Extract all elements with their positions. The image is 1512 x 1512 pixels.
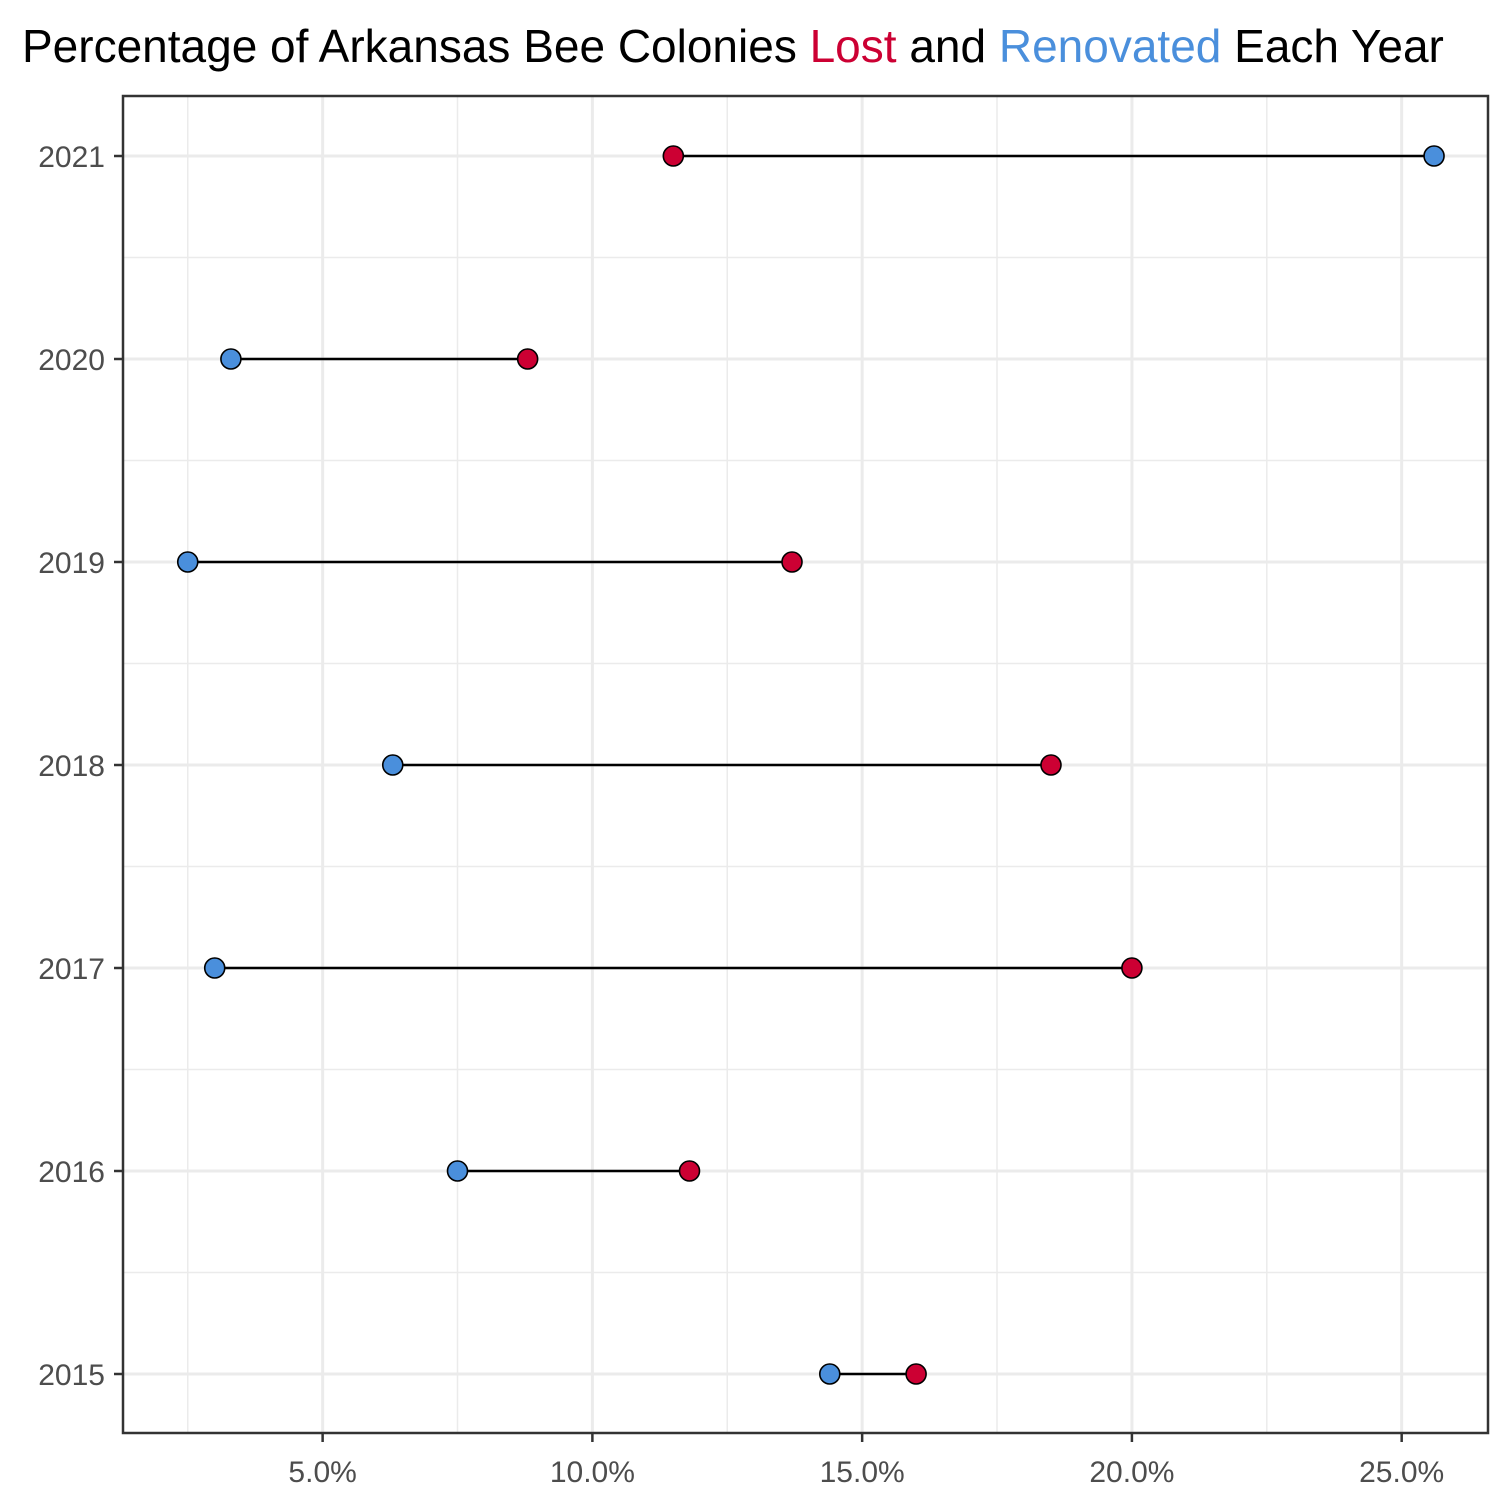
x-tick-label: 5.0% xyxy=(288,1456,356,1489)
title-part-4: Each Year xyxy=(1221,20,1444,72)
renovated-point-2020 xyxy=(220,348,242,370)
renovated-point-2015 xyxy=(818,1363,841,1385)
x-tick-label: 10.0% xyxy=(550,1456,635,1489)
renovated-point-2016 xyxy=(446,1160,469,1182)
y-tick-label: 2017 xyxy=(38,953,105,986)
lost-point-2015 xyxy=(905,1363,927,1385)
data-points xyxy=(176,145,1445,1385)
x-tick-label: 15.0% xyxy=(820,1456,905,1489)
lost-point-2017 xyxy=(1121,957,1143,979)
x-axis: 5.0% 10.0% 15.0% 20.0% 25.0% xyxy=(288,1433,1444,1489)
y-tick-label: 2016 xyxy=(38,1156,105,1189)
title-part-1: Lost xyxy=(810,20,897,72)
y-tick-label: 2018 xyxy=(38,750,105,783)
lost-point-2018 xyxy=(1040,754,1062,776)
lost-point-2021 xyxy=(662,145,685,167)
title-part-3: Renovated xyxy=(999,20,1222,72)
x-tick-label: 25.0% xyxy=(1359,1456,1444,1489)
y-axis: 2015 2016 2017 2018 2019 2020 2021 xyxy=(38,141,123,1392)
lost-point-2019 xyxy=(781,551,803,573)
renovated-point-2019 xyxy=(176,551,199,573)
y-tick-label: 2015 xyxy=(38,1359,105,1392)
lost-point-2016 xyxy=(678,1160,701,1182)
renovated-point-2017 xyxy=(203,957,226,979)
x-tick-label: 20.0% xyxy=(1089,1456,1174,1489)
y-tick-label: 2019 xyxy=(38,547,105,580)
title-part-2: and xyxy=(897,20,999,72)
renovated-point-2021 xyxy=(1423,145,1445,167)
y-tick-label: 2021 xyxy=(38,141,105,174)
renovated-point-2018 xyxy=(381,754,404,776)
dumbbell-segments xyxy=(187,154,1435,1376)
chart-title: Percentage of Arkansas Bee Colonies Lost… xyxy=(22,20,1444,72)
y-tick-label: 2020 xyxy=(38,344,105,377)
title-part-0: Percentage of Arkansas Bee Colonies xyxy=(22,20,810,72)
lost-point-2020 xyxy=(516,348,539,370)
